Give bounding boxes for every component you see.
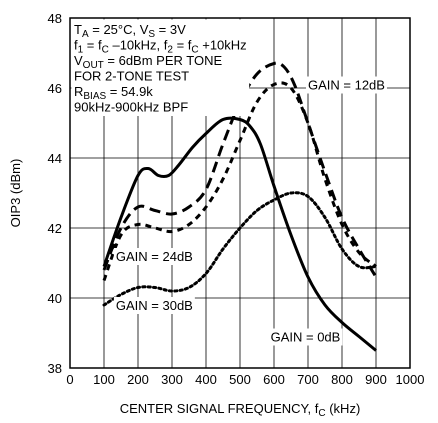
x-tick-label: 100 (93, 372, 115, 387)
series-line-gain-24db (102, 81, 377, 282)
curve-label: GAIN = 30dB (113, 297, 195, 314)
curve-label-text: GAIN = 30dB (116, 298, 193, 313)
y-tick-label: 38 (48, 361, 62, 376)
series-line-gain-30db (102, 191, 378, 307)
x-tick-label: 700 (297, 372, 319, 387)
x-tick-label: 1000 (396, 372, 425, 387)
plot-frame (69, 17, 411, 369)
x-tick-label: 0 (66, 372, 73, 387)
curve-label-bg (113, 297, 195, 314)
y-tick-label: 48 (48, 11, 62, 26)
x-tick-label: 400 (195, 372, 217, 387)
curve-label-text: GAIN = 0dB (271, 330, 341, 345)
notes-bg (71, 19, 250, 116)
y-tick-label: 46 (48, 81, 62, 96)
condition-line: RBIAS = 54.9k (74, 84, 153, 102)
y-axis-label: OIP3 (dBm) (8, 159, 23, 228)
curve-labels: GAIN = 0dB GAIN = 12dB GAIN = 24dB GAIN = 3… (113, 76, 387, 346)
x-axis-label: CENTER SIGNAL FREQUENCY, fC (kHz) (120, 401, 361, 419)
x-tick-label: 800 (331, 372, 353, 387)
condition-line: f1 = fC –10kHz, f2 = fC +10kHz (74, 38, 247, 56)
x-tick-label: 500 (229, 372, 251, 387)
y-tick-labels: 38 40 42 44 46 48 (48, 11, 62, 376)
curve-label-bg (113, 248, 195, 265)
x-tick-label: 600 (263, 372, 285, 387)
curve-label: GAIN = 24dB (113, 248, 195, 265)
y-tick-label: 44 (48, 151, 62, 166)
condition-line: FOR 2-TONE TEST (74, 69, 189, 84)
y-tick-label: 42 (48, 221, 62, 236)
curve-label: GAIN = 0dB (268, 328, 343, 346)
condition-line: TA = 25°C, VS = 3V (74, 22, 186, 40)
curve-label-bg (268, 328, 343, 346)
curve-label-text: GAIN = 24dB (116, 249, 193, 264)
x-tick-label: 900 (365, 372, 387, 387)
x-tick-label: 300 (161, 372, 183, 387)
curve-label-bg (306, 76, 387, 94)
condition-line: 90kHz-900kHz BPF (74, 100, 188, 115)
curve-label-text: GAIN = 12dB (308, 78, 385, 93)
x-tick-labels: 0 100 200 300 400 500 600 700 800 900 1000 (66, 372, 424, 387)
y-tick-label: 40 (48, 291, 62, 306)
x-tick-label: 200 (127, 372, 149, 387)
curve-label: GAIN = 12dB (306, 76, 387, 94)
condition-line: VOUT = 6dBm PER TONE (74, 53, 222, 71)
